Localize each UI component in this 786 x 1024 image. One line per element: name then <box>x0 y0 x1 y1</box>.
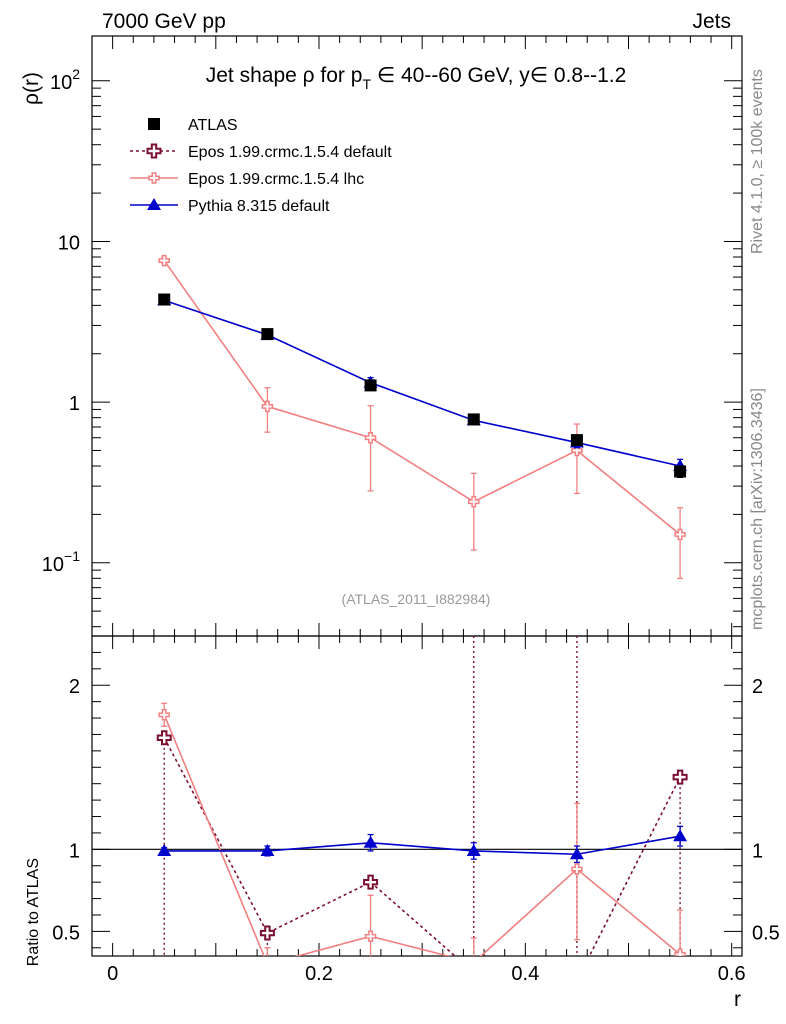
data-point <box>466 843 481 856</box>
ratio-y-tick-labels: 0.5 0.5 1 1 2 2 <box>52 676 780 944</box>
legend-label: Epos 1.99.crmc.1.5.4 default <box>188 144 392 161</box>
legend-marker <box>148 172 160 184</box>
y-tick-label: 10 <box>58 232 80 254</box>
data-point <box>259 925 275 941</box>
data-point <box>672 769 688 785</box>
series-line <box>164 835 681 856</box>
legend-label: ATLAS <box>188 117 238 134</box>
data-point <box>674 465 687 478</box>
data-point <box>363 874 379 890</box>
x-axis-label: r <box>734 988 741 1011</box>
title-subscript: T <box>362 76 371 92</box>
ratio-y-tick-label: 1 <box>752 840 763 862</box>
data-point <box>467 495 480 508</box>
data-point <box>262 959 272 969</box>
source-reference-text: mcplots.cern.ch [arXiv:1306.3436] <box>749 388 766 630</box>
data-point <box>673 829 688 842</box>
ratio-y-axis-label: Ratio to ATLAS <box>25 858 42 966</box>
legend-entry-epos-1-99-crmc-1-5-4-lhc: Epos 1.99.crmc.1.5.4 lhc <box>130 171 364 188</box>
series-line <box>163 737 681 956</box>
data-point <box>261 400 274 413</box>
data-point <box>571 863 583 875</box>
main-data-series <box>157 254 688 579</box>
data-point <box>674 948 686 956</box>
ratio-series-pythia-8-315-default <box>157 825 688 864</box>
data-point <box>364 930 377 943</box>
x-tick-label: 0.2 <box>305 963 333 985</box>
title-suffix: ∈ 40--60 GeV, y∈ 0.8--1.2 <box>371 64 626 87</box>
ratio-y-tick-label: 0.5 <box>752 922 780 944</box>
data-point <box>570 434 583 447</box>
data-point <box>260 843 275 856</box>
series-atlas <box>158 293 687 479</box>
x-tick-label: 0.6 <box>718 963 746 985</box>
main-y-axis-label: ρ(r) <box>20 72 43 105</box>
legend-marker <box>146 143 162 159</box>
data-point <box>363 835 378 848</box>
series-line <box>163 299 681 467</box>
energy-label: 7000 GeV pp <box>102 10 226 33</box>
legend-label: Epos 1.99.crmc.1.5.4 lhc <box>188 171 364 188</box>
x-tick-label: 0 <box>107 963 118 985</box>
data-point <box>364 431 377 444</box>
category-label: Jets <box>692 10 731 33</box>
data-point <box>364 379 377 392</box>
data-point <box>570 974 583 987</box>
data-point <box>156 730 172 746</box>
data-point <box>157 843 172 856</box>
x-tick-labels: 0 0.2 0.4 0.6 <box>107 963 746 985</box>
ratio-axis-ticks <box>92 635 742 956</box>
ratio-y-tick-label: 2 <box>69 676 80 698</box>
data-point <box>467 413 480 426</box>
legend-entry-pythia-8-315-default: Pythia 8.315 default <box>130 198 330 215</box>
title-prefix: Jet shape ρ for p <box>206 64 363 87</box>
main-axis-ticks <box>92 36 742 636</box>
ratio-plot-frame <box>91 635 743 957</box>
y-tick-label: 1 <box>69 393 80 415</box>
analysis-id-label: (ATLAS_2011_I882984) <box>342 591 491 607</box>
x-tick-label: 0.4 <box>511 963 539 985</box>
legend: ATLAS Epos 1.99.crmc.1.5.4 default Epos 1.… <box>130 117 392 215</box>
legend-entry-atlas: ATLAS <box>148 117 238 134</box>
main-plot-title: Jet shape ρ for pT ∈ 40--60 GeV, y∈ 0.8-… <box>206 64 627 92</box>
data-point <box>158 254 170 267</box>
main-y-tick-labels: 102 10 1 10−1 <box>42 66 80 576</box>
series-epos-1-99-crmc-1-5-4-lhc <box>158 254 686 579</box>
ratio-y-tick-label: 1 <box>69 840 80 862</box>
main-plot: 102 10 1 10−1 ρ(r) Jet shape ρ for pT ∈ 40-… <box>20 35 743 637</box>
legend-marker <box>147 198 161 210</box>
data-point <box>469 958 479 968</box>
data-point <box>158 293 171 306</box>
legend-entry-epos-1-99-crmc-1-5-4-default: Epos 1.99.crmc.1.5.4 default <box>130 143 392 161</box>
ratio-series-epos-1-99-crmc-1-5-4-lhc <box>158 702 686 969</box>
ratio-data-series <box>156 636 688 987</box>
ratio-plot: 0.5 0.5 1 1 2 2 Ratio to ATLAS 0 0.2 0.4 0.6 r <box>25 635 780 1011</box>
ratio-y-tick-label: 2 <box>752 676 763 698</box>
series-pythia-8-315-default <box>157 293 688 475</box>
y-tick-label: 10−1 <box>42 548 80 576</box>
ratio-y-tick-label: 0.5 <box>52 922 80 944</box>
legend-marker <box>148 118 160 130</box>
series-line <box>163 714 681 956</box>
series-line <box>163 260 681 536</box>
data-point <box>571 444 583 457</box>
data-point <box>261 328 274 341</box>
ratio-series-epos-1-99-crmc-1-5-4-default <box>156 636 688 987</box>
y-tick-label: 102 <box>50 66 80 94</box>
data-point <box>158 709 170 721</box>
data-point <box>569 847 584 860</box>
rivet-version-text: Rivet 4.1.0, ≥ 100k events <box>749 69 766 254</box>
data-point <box>467 966 480 979</box>
data-point <box>674 528 686 541</box>
legend-label: Pythia 8.315 default <box>188 198 330 215</box>
